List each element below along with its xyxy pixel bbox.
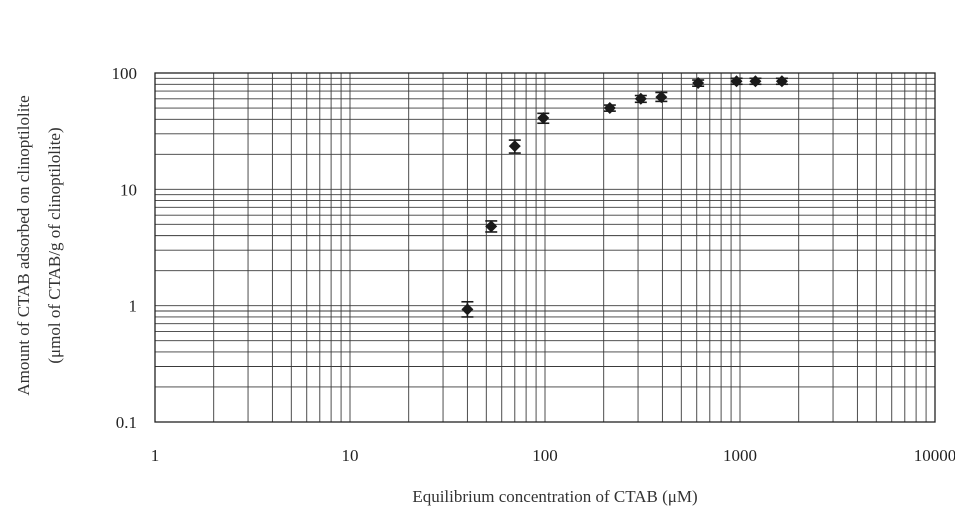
plot-area-frame	[154, 72, 936, 423]
data-point	[485, 220, 498, 233]
data-point	[692, 77, 705, 90]
diamond-marker	[603, 102, 616, 115]
diamond-marker	[775, 75, 788, 88]
diamond-marker	[655, 91, 668, 104]
data-point	[634, 92, 647, 105]
data-point	[775, 75, 788, 88]
y-tick-label: 1	[129, 297, 138, 316]
data-point	[537, 112, 550, 125]
diamond-marker	[508, 140, 521, 153]
x-tick-label: 1	[151, 446, 160, 465]
x-tick-label: 1000	[723, 446, 757, 465]
y-axis-title-line1: Amount of CTAB adsorbed on clinoptilolit…	[14, 95, 33, 395]
data-point	[655, 91, 668, 104]
data-point	[603, 102, 616, 115]
grid-lines	[154, 73, 935, 423]
diamond-marker	[692, 77, 705, 90]
data-points	[461, 75, 788, 318]
x-tick-label: 10	[342, 446, 359, 465]
data-point	[461, 300, 474, 318]
y-axis-tick-labels: 0.1 1 10 100	[112, 64, 138, 432]
data-point	[508, 139, 521, 154]
y-axis-title-line2: (μmol of CTAB/g of clinoptilolite)	[45, 127, 64, 363]
x-tick-label: 10000	[914, 446, 955, 465]
y-tick-label: 0.1	[116, 413, 137, 432]
x-tick-label: 100	[532, 446, 558, 465]
x-axis-title: Equilibrium concentration of CTAB (μM)	[412, 487, 697, 506]
y-tick-label: 10	[120, 180, 137, 199]
y-tick-label: 100	[112, 64, 138, 83]
diamond-marker	[730, 75, 743, 88]
diamond-marker	[634, 92, 647, 105]
diamond-marker	[485, 220, 498, 233]
data-point	[730, 75, 743, 88]
data-point	[749, 75, 762, 88]
diamond-marker	[461, 303, 474, 316]
diamond-marker	[537, 112, 550, 125]
diamond-marker	[749, 75, 762, 88]
x-axis-tick-labels: 1 10 100 1000 10000	[151, 446, 955, 465]
